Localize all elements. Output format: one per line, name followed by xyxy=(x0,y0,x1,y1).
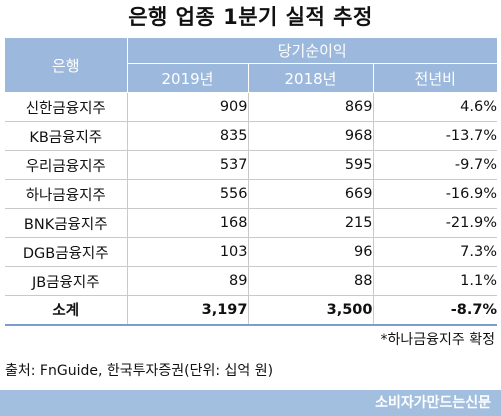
net-income-2018: 215 xyxy=(248,208,374,238)
footnote: *하나금융지주 확정 xyxy=(380,332,496,348)
table-row: BNK금융지주 168 215 -21.9% xyxy=(5,208,497,238)
bank-name: 우리금융지주 xyxy=(5,150,128,180)
bank-name: 하나금융지주 xyxy=(5,179,128,209)
table-row: DGB금융지주 103 96 7.3% xyxy=(5,237,497,267)
table-row: 하나금융지주 556 669 -16.9% xyxy=(5,179,497,209)
total-row: 소계 3,197 3,500 -8.7% xyxy=(5,295,497,326)
total-2018: 3,500 xyxy=(248,295,374,326)
source-line: 출처: FnGuide, 한국투자증권(단위: 십억 원) xyxy=(5,363,274,379)
table-row: KB금융지주 835 968 -13.7% xyxy=(5,121,497,151)
bank-name: KB금융지주 xyxy=(5,121,128,151)
yoy-change: -21.9% xyxy=(373,208,497,238)
table-subheader-row: 2019년 2018년 전년비 xyxy=(5,63,497,93)
bank-name: BNK금융지주 xyxy=(5,208,128,238)
net-income-2018: 88 xyxy=(248,266,374,296)
net-income-2019: 909 xyxy=(127,92,249,122)
yoy-change: 4.6% xyxy=(373,92,497,122)
net-income-2018: 96 xyxy=(248,237,374,267)
earnings-table: 은행 당기순이익 2019년 2018년 전년비 신한금융지주 909 869 … xyxy=(5,37,497,326)
net-income-2019: 556 xyxy=(127,179,249,209)
net-income-2019: 168 xyxy=(127,208,249,238)
net-income-2019: 537 xyxy=(127,150,249,180)
bank-column-header: 은행 xyxy=(5,37,128,93)
net-income-2018: 595 xyxy=(248,150,374,180)
column-header-change: 전년비 xyxy=(372,63,497,93)
net-income-2019: 103 xyxy=(127,237,249,267)
bank-name: DGB금융지주 xyxy=(5,237,128,267)
page-title: 은행 업종 1분기 실적 추정 xyxy=(128,5,373,29)
bank-name: JB금융지주 xyxy=(5,266,128,296)
net-income-2019: 89 xyxy=(127,266,249,296)
yoy-change: -16.9% xyxy=(373,179,497,209)
table-row: 신한금융지주 909 869 4.6% xyxy=(5,92,497,122)
net-income-2018: 669 xyxy=(248,179,374,209)
net-income-group-header: 당기순이익 xyxy=(126,37,497,64)
total-2019: 3,197 xyxy=(127,295,249,326)
net-income-2018: 968 xyxy=(248,121,374,151)
publisher-watermark: 소비자가만드는신문 xyxy=(375,395,491,411)
yoy-change: -13.7% xyxy=(373,121,497,151)
table-row: 우리금융지주 537 595 -9.7% xyxy=(5,150,497,180)
table-header-row: 은행 당기순이익 xyxy=(5,37,497,93)
yoy-change: 1.1% xyxy=(373,266,497,296)
total-label: 소계 xyxy=(5,295,128,326)
total-change: -8.7% xyxy=(373,295,497,326)
bank-name: 신한금융지주 xyxy=(5,92,128,122)
net-income-2018: 869 xyxy=(248,92,374,122)
yoy-change: -9.7% xyxy=(373,150,497,180)
net-income-2019: 835 xyxy=(127,121,249,151)
column-header-2018: 2018년 xyxy=(247,63,374,93)
footer-bar: 소비자가만드는신문 xyxy=(0,390,501,416)
table-row: JB금융지주 89 88 1.1% xyxy=(5,266,497,296)
yoy-change: 7.3% xyxy=(373,237,497,267)
column-header-2019: 2019년 xyxy=(126,63,249,93)
